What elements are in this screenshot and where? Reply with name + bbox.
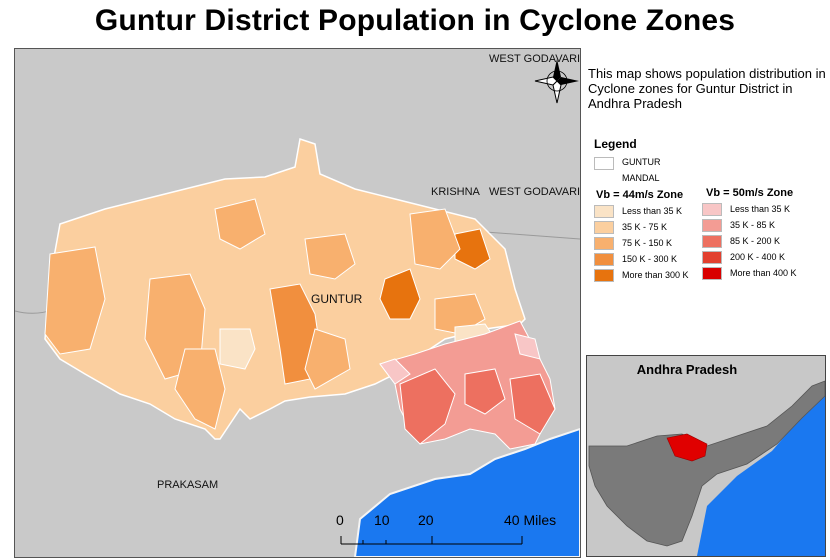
mandal-75-150-f [409,208,461,270]
main-map[interactable]: WEST GODAVARI KRISHNA WEST GODAVARI GUNT… [14,48,581,558]
mandal-75-150-b [174,348,226,430]
scale-tick-10: 10 [374,512,390,528]
scale-tick-40: 40 Miles [504,512,557,528]
mandal-less-35-a [219,328,256,370]
scale-tick-0: 0 [336,512,344,528]
legend-zone44-label-4: More than 300 K [622,270,689,280]
legend-zone50-swatch-2 [702,235,722,248]
legend-zone50-label-0: Less than 35 K [730,204,791,214]
mandal-75-150-c [304,328,351,390]
legend-zone50-label-1: 35 K - 85 K [730,220,776,230]
legend: Legend GUNTUR MANDAL Vb = 44m/s Zone Vb … [594,137,829,282]
legend-zone44-swatch-2 [594,237,614,250]
scale-ruler [340,536,523,545]
mandal-150-300-west [44,246,106,355]
map-title: Guntur District Population in Cyclone Zo… [94,4,736,37]
map-description: This map shows population distribution i… [588,66,826,111]
legend-zone50-label-3: 200 K - 400 K [730,252,786,262]
north-arrow-icon [534,59,579,104]
legend-zone50-label-4: More than 400 K [730,268,797,278]
mandal-50-less-35 [379,358,411,385]
label-guntur: GUNTUR [311,292,363,306]
mandal-50-85-200-c [509,373,556,435]
mandal-50-less-35-b [514,333,541,360]
inset-map[interactable]: Andhra Pradesh [586,355,826,557]
legend-zone44-swatch-3 [594,253,614,266]
legend-zone44-label-2: 75 K - 150 K [622,238,673,248]
legend-zone44-label-3: 150 K - 300 K [622,254,678,264]
label-west-godavari-mid: WEST GODAVARI [489,186,581,198]
mandal-75-150-d [304,233,356,280]
mandal-more-300 [379,268,421,320]
inset-title: Andhra Pradesh [636,362,738,377]
mandal-50-85-200-b [464,368,506,415]
zone44-heading: Vb = 44m/s Zone [596,189,684,201]
label-prakasam: PRAKASAM [157,479,219,491]
legend-title: Legend [594,137,637,151]
map-canvas [15,59,580,557]
legend-zone44-swatch-4 [594,269,614,282]
inset-sea [697,396,825,556]
mandal-label-2: MANDAL [622,173,660,183]
legend-zone50-swatch-3 [702,251,722,264]
label-west-godavari-top: WEST GODAVARI [489,53,581,65]
legend-zone44-swatch-0 [594,205,614,218]
legend-zone44-label-1: 35 K - 75 K [622,222,668,232]
mandal-75-150-e [214,198,266,250]
andhra-pradesh-shape [588,380,825,547]
legend-zone50-swatch-0 [702,203,722,216]
mandal-swatch [594,157,614,170]
legend-zone50-swatch-1 [702,219,722,232]
mandal-150-300-east [454,228,491,270]
legend-zone50-swatch-4 [702,267,722,280]
inset-canvas [588,380,825,556]
mandal-label-1: GUNTUR [622,157,661,167]
mandal-50-85-200-a [399,368,456,445]
label-krishna: KRISHNA [431,186,480,198]
guntur-highlight [666,433,708,462]
zone50-heading: Vb = 50m/s Zone [706,187,794,199]
legend-zone44-swatch-1 [594,221,614,234]
legend-zone44-label-0: Less than 35 K [622,206,683,216]
legend-zone50-label-2: 85 K - 200 K [730,236,781,246]
scale-tick-20: 20 [418,512,434,528]
sea-area [353,427,580,557]
